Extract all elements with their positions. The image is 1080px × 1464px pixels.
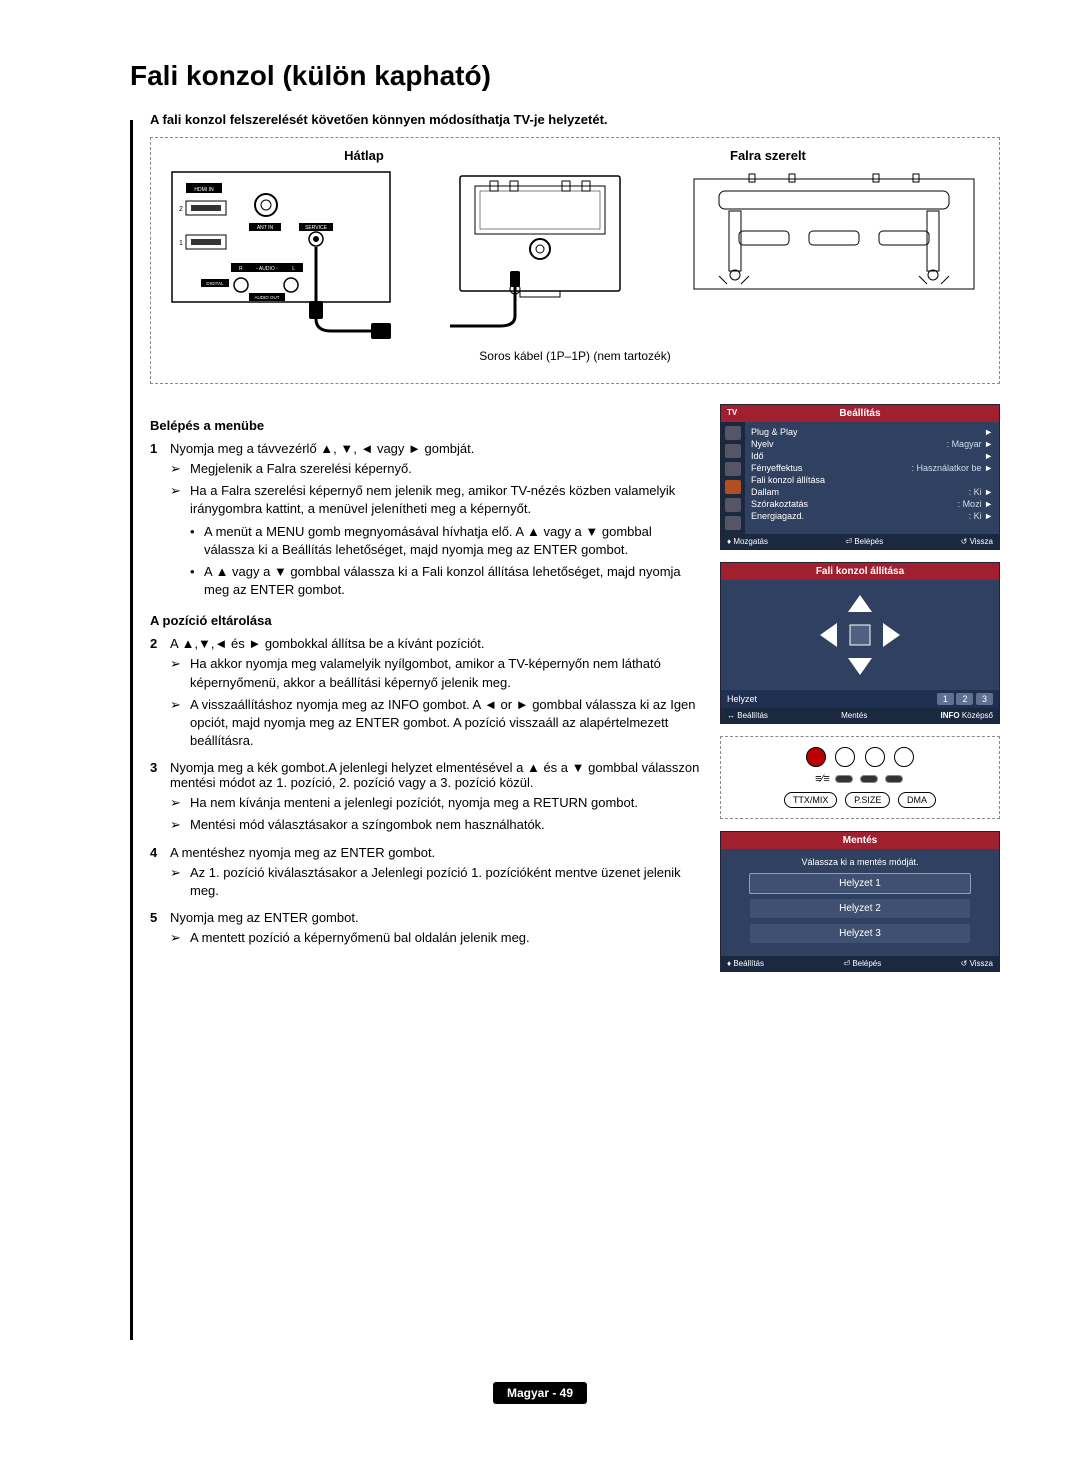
osd1-icon-bar — [721, 422, 745, 534]
wall-mount-diagram — [689, 171, 979, 301]
osd2-pos-label: Helyzet — [727, 694, 757, 704]
teletext-icon: ≡⁄≡ — [815, 773, 830, 785]
osd-save-menu: Mentés Válassza ki a mentés módját. Hely… — [720, 831, 1000, 972]
remote-btn-dma: DMA — [898, 792, 936, 808]
osd3-foot-return: Vissza — [970, 959, 993, 968]
svg-text:AUDIO OUT: AUDIO OUT — [254, 295, 279, 300]
osd2-foot-save: Mentés — [841, 711, 867, 720]
osd2-title: Fali konzol állítása — [721, 563, 999, 580]
step1-b: Ha a Falra szerelési képernyő nem jeleni… — [190, 483, 675, 516]
osd1-foot-return: Vissza — [970, 537, 993, 546]
osd3-title: Mentés — [721, 832, 999, 849]
remote-buttons-box: ≡⁄≡ TTX/MIX P.SIZE DMA — [720, 736, 1000, 819]
osd3-foot-enter: Belépés — [852, 959, 881, 968]
step1: Nyomja meg a távvezérlő ▲, ▼, ◄ vagy ► g… — [170, 441, 474, 456]
svg-text:2: 2 — [179, 206, 183, 213]
osd1-row: Szórakoztatás: Mozi ► — [751, 498, 993, 510]
intro-text: A fali konzol felszerelését követően kön… — [150, 112, 1000, 127]
step2-b: A visszaállításhoz nyomja meg az INFO go… — [170, 696, 700, 751]
remote-btn-psize: P.SIZE — [845, 792, 890, 808]
tv-back-diagram — [450, 171, 630, 331]
osd1-row: Fényeffektus: Használatkor be ► — [751, 462, 993, 474]
grey-button-icon — [835, 747, 855, 767]
osd2-pos3: 3 — [976, 693, 993, 705]
page-title: Fali konzol (külön kapható) — [130, 60, 1000, 92]
osd1-list: Plug & Play ►Nyelv: Magyar ►Idő ►Fényeff… — [745, 422, 999, 534]
red-button-icon — [806, 747, 826, 767]
step5: Nyomja meg az ENTER gombot. — [170, 910, 359, 925]
step4-a: Az 1. pozíció kiválasztásakor a Jelenleg… — [170, 864, 700, 900]
svg-text:HDMI IN: HDMI IN — [194, 187, 214, 193]
grey-button-icon — [865, 747, 885, 767]
page-footer: Magyar - 49 — [0, 1382, 1080, 1404]
svg-text:ANT IN: ANT IN — [257, 225, 274, 231]
osd2-foot-center: Középső — [962, 711, 993, 720]
instruction-text: Belépés a menübe 1 Nyomja meg a távvezér… — [150, 404, 700, 984]
osd3-h2: Helyzet 2 — [749, 898, 971, 919]
osd3-prompt: Válassza ki a mentés módját. — [729, 857, 991, 867]
diagram-label-right: Falra szerelt — [730, 148, 806, 163]
remote-btn-ttx: TTX/MIX — [784, 792, 838, 808]
step3-a: Ha nem kívánja menteni a jelenlegi pozíc… — [170, 794, 700, 812]
svg-text:DIGITAL: DIGITAL — [206, 281, 224, 286]
svg-text:- AUDIO -: - AUDIO - — [256, 266, 278, 272]
remote-lozenge — [835, 775, 853, 783]
section-save-pos: A pozíció eltárolása — [150, 613, 700, 628]
osd3-h1: Helyzet 1 — [749, 873, 971, 894]
svg-text:R: R — [239, 266, 243, 272]
section-enter-menu: Belépés a menübe — [150, 418, 700, 433]
osd-wall-adjust: Fali konzol állítása Helyzet 1 — [720, 562, 1000, 724]
svg-text:1: 1 — [179, 240, 183, 247]
svg-text:L: L — [292, 266, 295, 272]
osd2-pos2: 2 — [956, 693, 973, 705]
svg-text:SERVICE: SERVICE — [305, 225, 328, 231]
osd1-foot-enter: Belépés — [854, 537, 883, 546]
osd3-h3: Helyzet 3 — [749, 923, 971, 944]
osd2-pos1: 1 — [937, 693, 954, 705]
grey-button-icon — [894, 747, 914, 767]
osd1-foot-move: Mozgatás — [733, 537, 768, 546]
cable-caption: Soros kábel (1P–1P) (nem tartozék) — [171, 349, 979, 363]
step2: A ▲,▼,◄ és ► gombokkal állítsa be a kívá… — [170, 636, 485, 651]
osd1-row: Plug & Play ► — [751, 426, 993, 438]
back-panel-diagram: HDMI IN 2 1 ANT IN SERVICE — [171, 171, 391, 341]
vertical-rule — [130, 120, 133, 1340]
direction-pad-icon — [800, 590, 920, 680]
step1-a: Megjelenik a Falra szerelési képernyő. — [170, 460, 700, 478]
step5-a: A mentett pozíció a képernyőmenü bal old… — [170, 929, 700, 947]
step1-b1: A menüt a MENU gomb megnyomásával hívhat… — [190, 523, 700, 559]
osd1-row: Idő ► — [751, 450, 993, 462]
osd1-row: Fali konzol állítása — [751, 474, 993, 486]
osd3-foot-set: Beállítás — [733, 959, 764, 968]
step3-b: Mentési mód választásakor a színgombok n… — [170, 816, 700, 834]
remote-lozenge — [885, 775, 903, 783]
step1-b2: A ▲ vagy a ▼ gombbal válassza ki a Fali … — [190, 563, 700, 599]
step4: A mentéshez nyomja meg az ENTER gombot. — [170, 845, 435, 860]
osd1-row: Energiagazd.: Ki ► — [751, 510, 993, 522]
osd2-foot-set: Beállítás — [737, 711, 768, 720]
step3: Nyomja meg a kék gombot.A jelenlegi hely… — [170, 760, 699, 790]
osd1-row: Dallam: Ki ► — [751, 486, 993, 498]
page-number: Magyar - 49 — [493, 1382, 587, 1404]
osd-settings-menu: TV Beállítás Plug & Play ►Nyelv: Magyar … — [720, 404, 1000, 550]
osd1-title: Beállítás — [721, 405, 999, 422]
osd2-foot-info: INFO — [941, 711, 960, 720]
step2-a: Ha akkor nyomja meg valamelyik nyílgombo… — [170, 655, 700, 691]
remote-lozenge — [860, 775, 878, 783]
osd-tv-label: TV — [727, 408, 737, 417]
diagram-label-left: Hátlap — [344, 148, 384, 163]
osd1-row: Nyelv: Magyar ► — [751, 438, 993, 450]
diagram-box: Hátlap Falra szerelt HDMI IN 2 1 — [150, 137, 1000, 384]
